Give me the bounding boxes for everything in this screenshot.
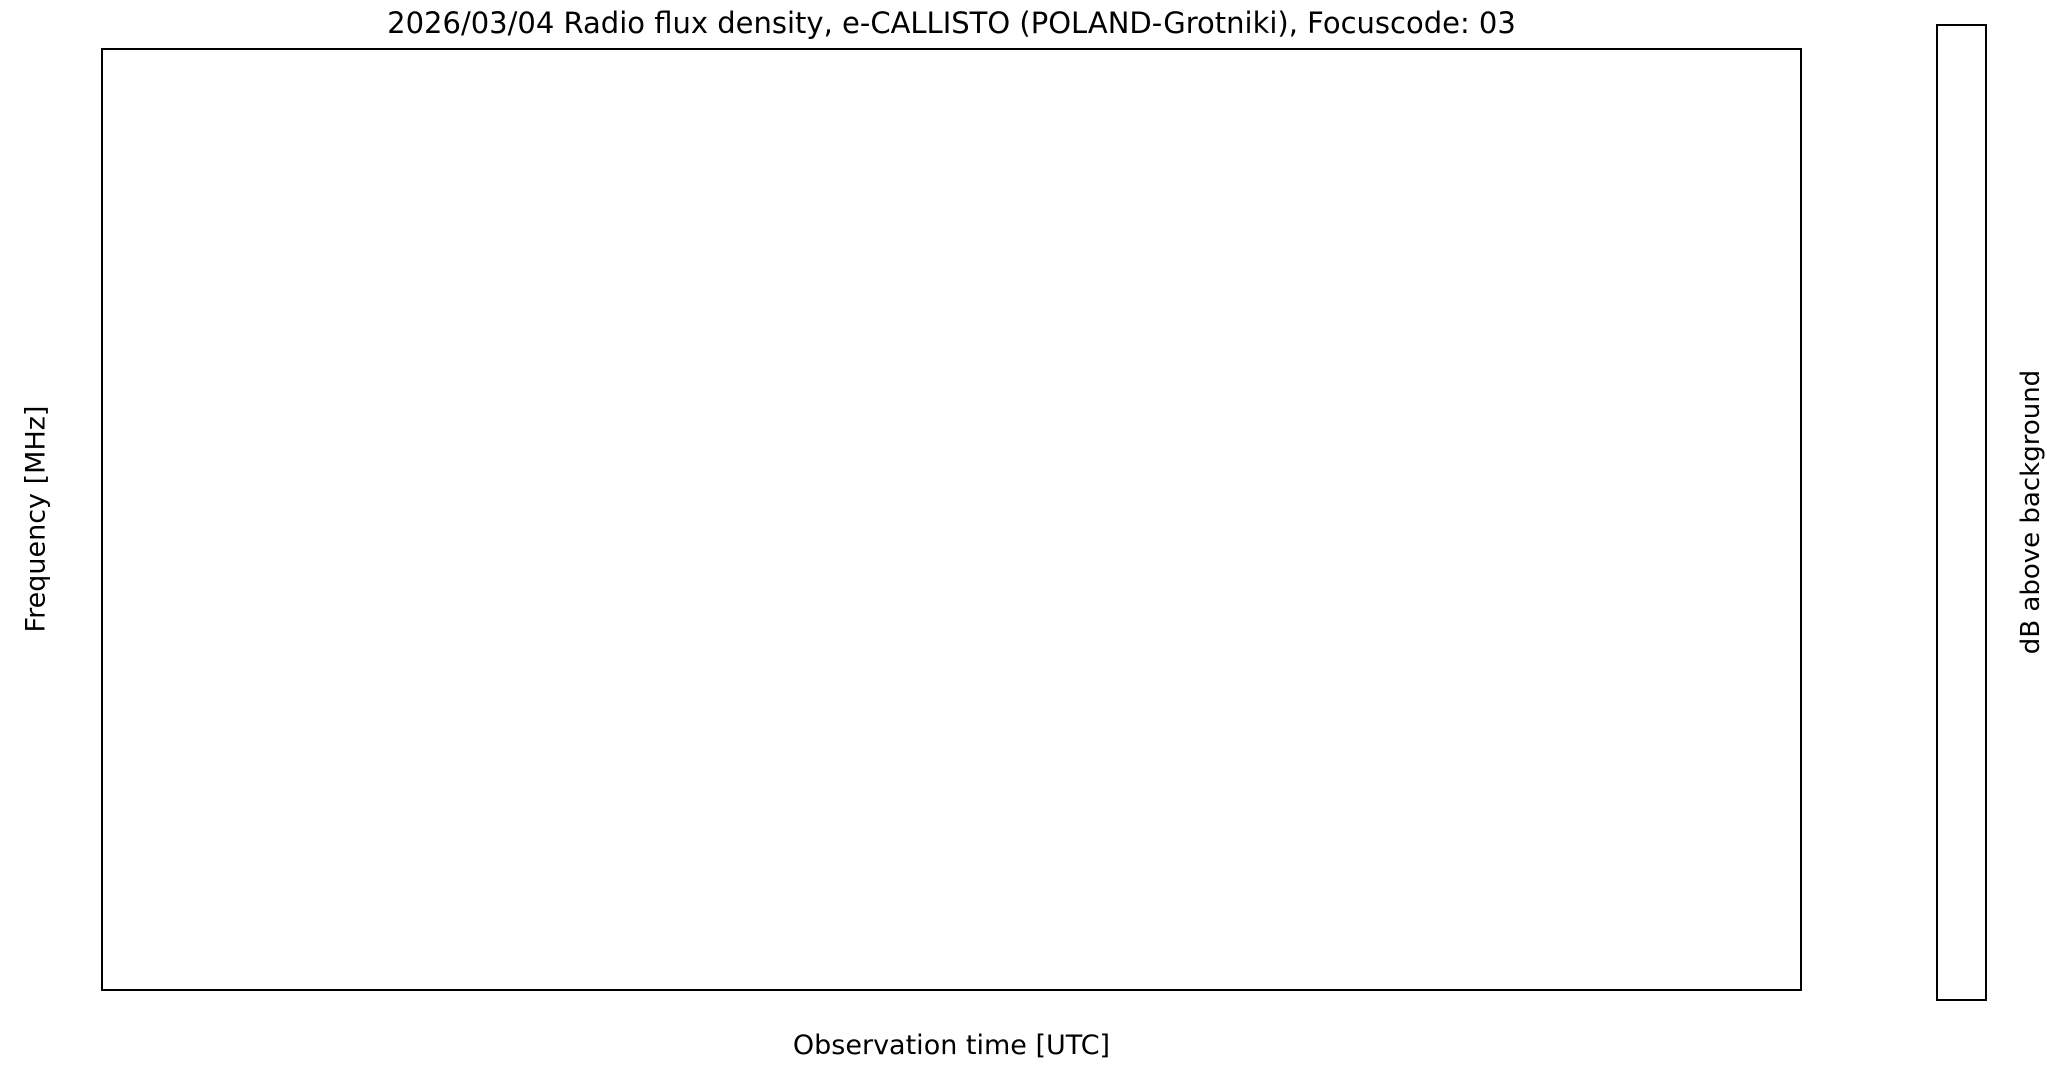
- chart-title: 2026/03/04 Radio flux density, e-CALLIST…: [387, 6, 1516, 40]
- colorbar-label: dB above background: [2016, 369, 2046, 655]
- spectrogram-heatmap: [103, 50, 1800, 989]
- plot-area: [101, 48, 1802, 991]
- x-axis-label: Observation time [UTC]: [792, 1030, 1111, 1061]
- y-axis-label: Frequency [MHz]: [20, 405, 52, 633]
- colorbar: [1936, 24, 1987, 1001]
